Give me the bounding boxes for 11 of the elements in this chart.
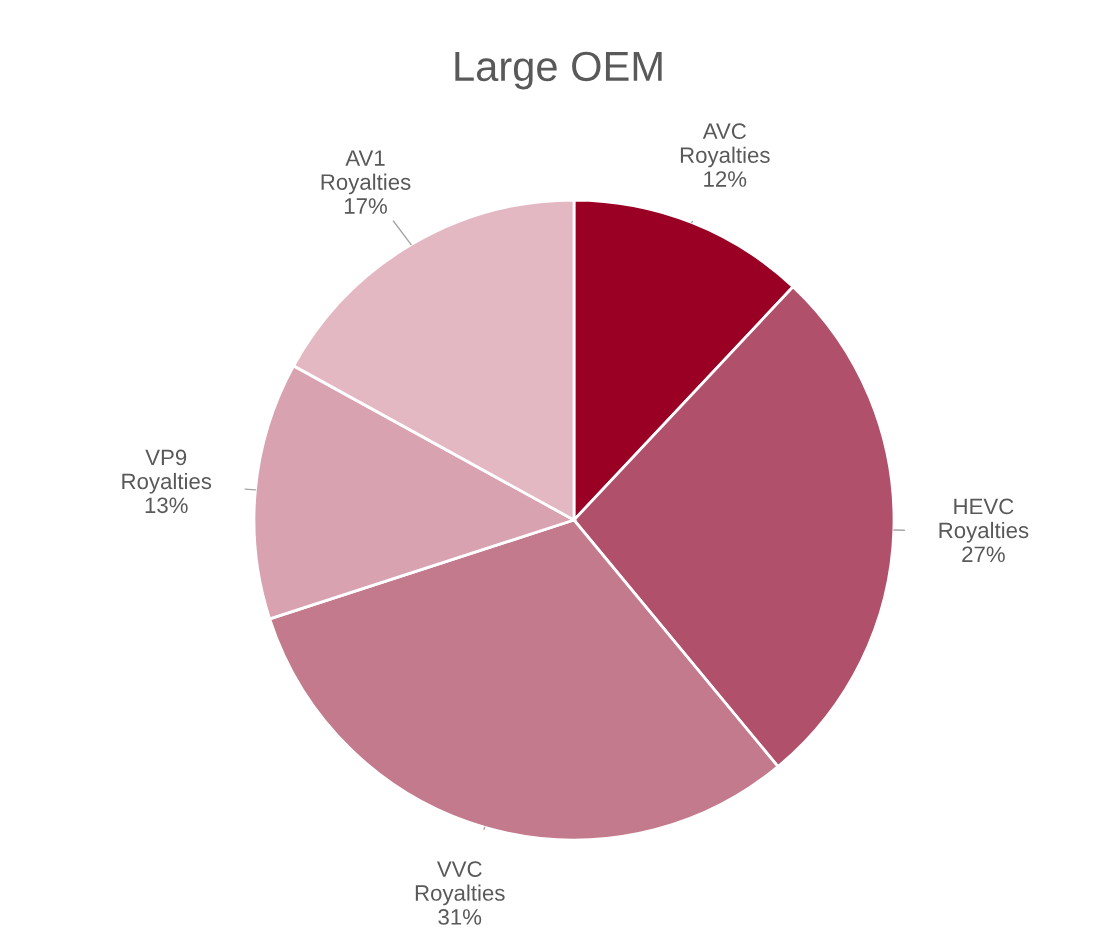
data-label: 12% xyxy=(704,171,747,187)
slice-label: VVC Royalties xyxy=(415,861,505,906)
data-label: 31% xyxy=(438,909,482,925)
data-label: 27% xyxy=(962,546,1005,563)
slice-label: VP9 Royalties xyxy=(122,449,212,494)
slice-label: AVC Royalties xyxy=(680,123,770,168)
data-label: 17% xyxy=(344,198,387,214)
chart-title: Large OEM xyxy=(455,51,662,90)
slice-label: AV1 Royalties xyxy=(321,150,411,195)
slice-label: HEVC Royalties xyxy=(939,498,1029,543)
data-label: 13% xyxy=(145,497,188,514)
